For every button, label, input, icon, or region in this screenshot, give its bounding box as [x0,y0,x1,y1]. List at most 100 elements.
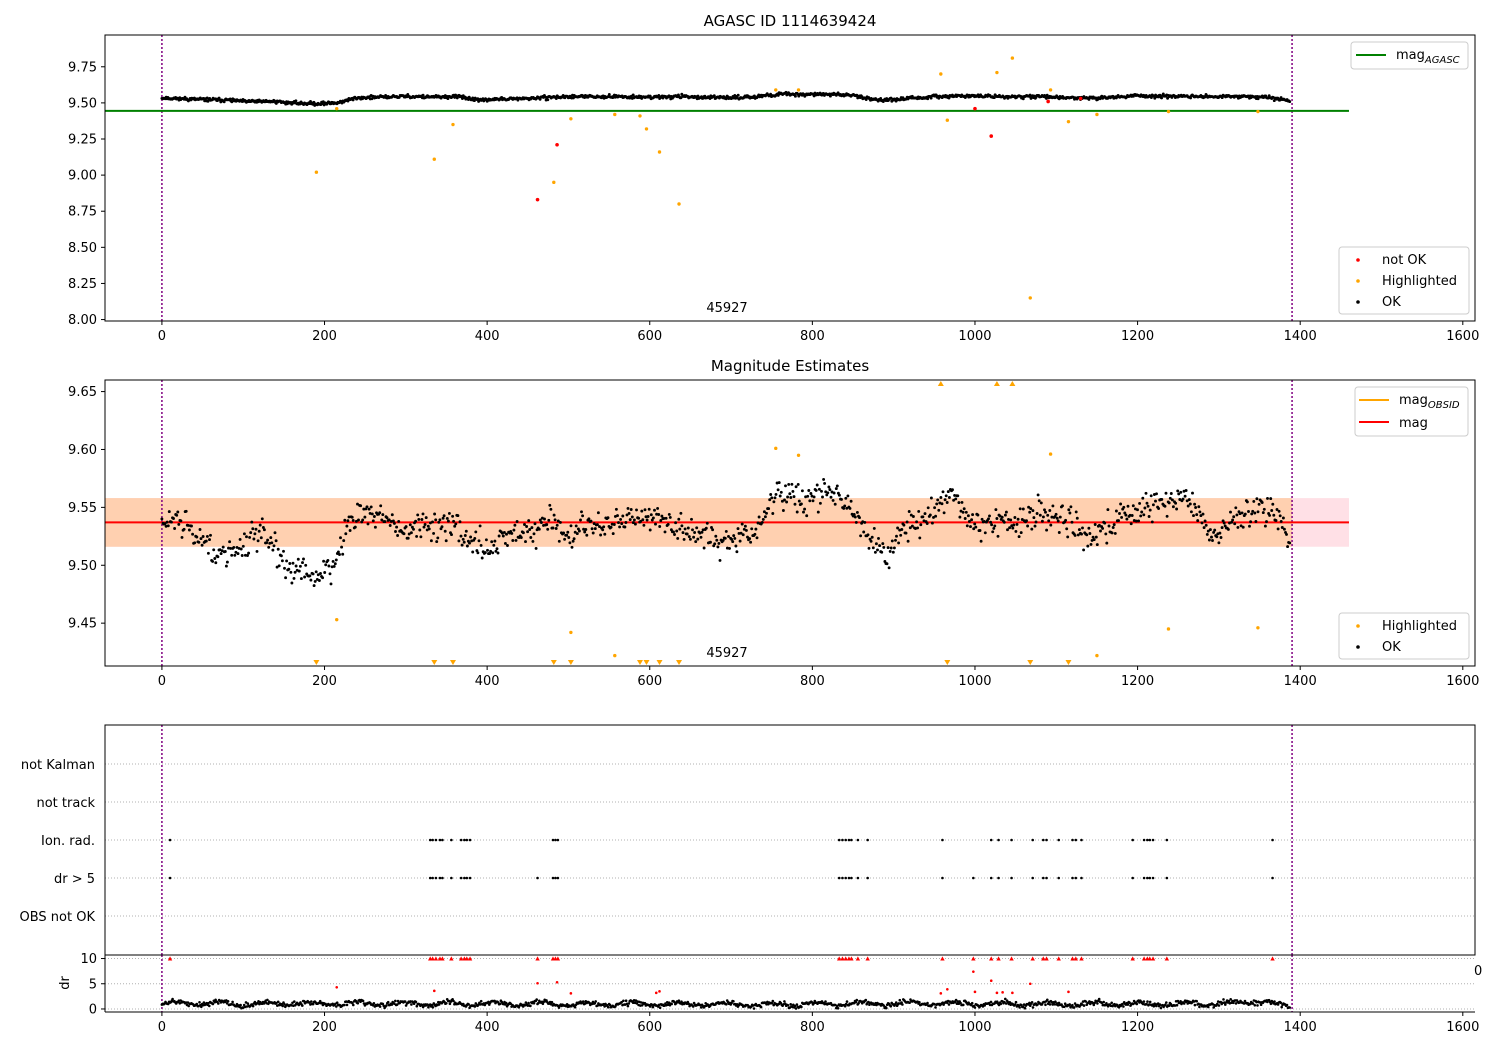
ok-point [1009,518,1013,522]
flag-point [972,876,975,880]
ok-point [599,533,603,537]
ok-point [334,558,338,562]
ok-point [1099,529,1102,533]
ok-point [1207,538,1211,542]
ok-point [947,496,951,499]
ok-point [505,532,508,536]
dr-point [394,999,397,1003]
flag-point [866,838,869,842]
ok-point [738,539,742,543]
ok-point [249,531,253,535]
ok-point [736,93,740,97]
ok-point [910,524,914,528]
ok-point [322,559,326,563]
dr-point [276,1000,280,1004]
ok-point [667,512,671,516]
ok-point [1208,528,1212,532]
ok-point [219,552,223,556]
ok-point [342,539,346,543]
ok-point [646,515,650,518]
ok-point [925,522,929,525]
dr-point [824,1000,827,1003]
ok-point [173,527,177,530]
dr-point [608,1003,612,1007]
ok-point [951,488,954,492]
dr-point [1023,1006,1027,1010]
dr-x-tick-label: 0 [158,1020,166,1035]
ok-point [845,506,849,510]
ok-point [176,510,180,514]
ok-point [166,524,170,528]
ok-point [937,508,941,512]
ok-point [606,516,610,520]
ok-point [809,492,813,495]
ok-point [796,482,800,486]
ok-point [488,552,492,556]
ok-point [427,527,431,531]
ok-point [1196,519,1200,523]
ok-point [598,525,601,529]
ok-point [823,481,827,485]
ok-point [748,537,752,541]
not-ok-point [973,106,977,111]
ok-point [577,529,581,533]
flag-point [1151,876,1155,880]
ok-point [333,562,337,566]
ok-point [1094,535,1098,539]
ok-point [724,97,728,101]
ok-point [232,545,236,549]
ok-point [807,489,811,492]
ok-point [432,531,436,535]
ok-point [1000,515,1004,519]
ok-point [905,520,909,524]
ok-point [1170,498,1174,502]
ok-point [457,539,461,543]
dr-point [1146,1000,1149,1003]
ok-point [1241,525,1245,529]
ok-point [978,529,982,532]
ok-point [379,504,383,508]
ok-point [761,517,765,521]
middle-x-tick-label: 200 [312,674,337,689]
ok-point [206,551,210,555]
legend-mag-agasc-label: magAGASC [1396,48,1460,66]
flag-point [463,876,466,880]
ok-point [654,522,657,526]
ok-point [169,520,173,524]
ok-point [238,537,242,541]
ok-point [513,523,517,527]
ok-point [293,570,297,574]
dr-point [670,1002,673,1006]
ok-point [565,533,569,537]
ok-point [538,97,542,101]
ok-point [201,535,205,538]
highlighted-point [1095,653,1099,658]
ok-point [941,490,945,494]
flag-point [441,838,444,842]
ok-point [422,525,426,529]
agasc-magnitude-panel: AGASC ID 1114639424 8.00 8.25 8.50 8.75 9.00… [68,12,1479,344]
ok-point [673,533,676,536]
ok-point [612,523,616,526]
ok-point [1163,504,1167,508]
ok-point [711,528,715,532]
ok-point [336,550,340,554]
flag-point [856,876,860,880]
highlighted-point [552,180,556,185]
ok-point [1119,502,1123,506]
dr-point [281,1004,285,1008]
ok-point [971,513,975,517]
legend-ok-label: OK [1382,295,1401,310]
dr-point [898,998,902,1002]
ok-point [270,541,274,545]
middle-y-tick-label: 9.55 [68,501,97,516]
ok-point [769,493,773,496]
flag-point [551,876,555,880]
ok-point [313,579,317,583]
ok-point [788,492,792,496]
ok-point [1008,526,1012,530]
flag-point [1148,876,1152,880]
dr-point [680,1000,683,1003]
ok-point [265,541,269,545]
ok-point [277,564,281,568]
